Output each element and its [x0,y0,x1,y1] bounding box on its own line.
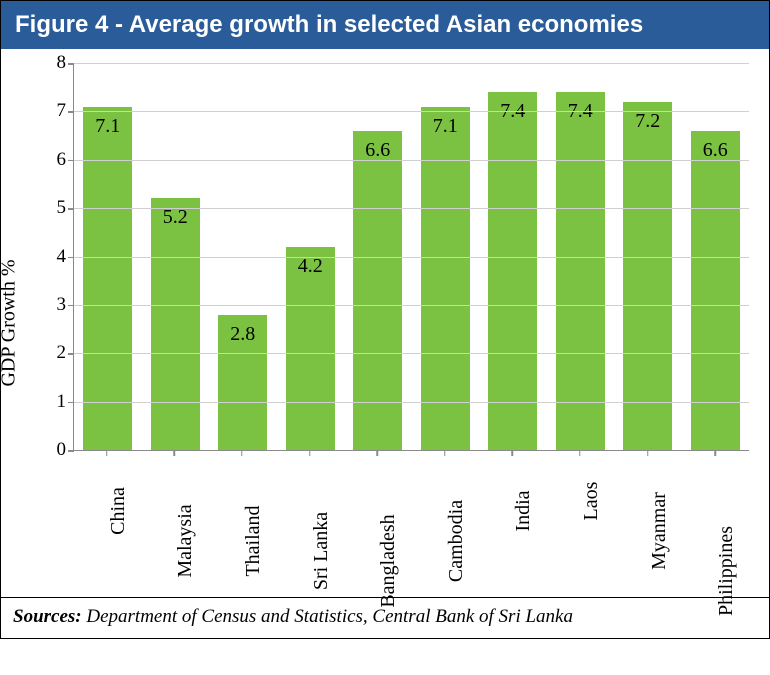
y-tick-mark [68,63,74,65]
y-tick-label: 1 [57,391,67,413]
x-tick-mark [579,450,581,456]
y-axis-label: GDP Growth % [0,259,21,386]
x-label-slot: Philippines [681,451,749,597]
y-tick-label: 7 [57,100,67,122]
gridline [74,208,749,209]
y-tick-mark [68,353,74,355]
y-tick-label: 3 [57,294,67,316]
bar: 4.2 [286,247,335,450]
y-tick-mark [68,402,74,404]
gridline [74,305,749,306]
x-tick-mark [512,450,514,456]
x-tick-label: Bangladesh [377,514,400,607]
bar-value-label: 2.8 [230,323,255,346]
x-tick-label: Cambodia [445,500,468,582]
gridline [74,402,749,403]
x-tick-mark [174,450,176,456]
gridline [74,63,749,64]
x-axis-labels: China Malaysia Thailand Sri Lanka Bangladesh… [73,451,749,597]
x-tick-label: Sri Lanka [310,512,333,590]
x-tick-mark [376,450,378,456]
x-tick-mark [714,450,716,456]
y-tick-mark [68,208,74,210]
x-tick-mark [444,450,446,456]
x-tick-mark [106,450,108,456]
bar-value-label: 7.2 [635,110,660,133]
bar: 7.4 [556,92,605,450]
bar-value-label: 4.2 [298,255,323,278]
gridline [74,160,749,161]
x-tick-mark [241,450,243,456]
bar: 5.2 [151,198,200,450]
x-tick-label: Philippines [715,526,738,616]
y-tick-label: 2 [57,342,67,364]
bar-value-label: 6.6 [365,139,390,162]
bar: 7.1 [421,107,470,450]
x-label-slot: Malaysia [141,451,209,597]
x-label-slot: Myanmar [614,451,682,597]
x-label-slot: Sri Lanka [276,451,344,597]
x-label-slot: Bangladesh [343,451,411,597]
chart-container: GDP Growth % 7.1 5.2 2.8 4.2 6.6 7.1 7.4 7.4 7.2… [1,49,769,597]
y-tick-label: 0 [57,439,67,461]
sources-label: Sources: [13,606,82,627]
y-tick-mark [68,111,74,113]
x-label-slot: India [479,451,547,597]
x-label-slot: Thailand [208,451,276,597]
bar-value-label: 6.6 [703,139,728,162]
bar-value-label: 7.1 [433,115,458,138]
y-tick-mark [68,160,74,162]
x-label-slot: Cambodia [411,451,479,597]
bar: 7.1 [83,107,132,450]
y-tick-mark [68,305,74,307]
x-label-slot: China [73,451,141,597]
x-tick-label: Malaysia [174,504,197,577]
gridline [74,353,749,354]
y-tick-label: 6 [57,149,67,171]
x-tick-label: Laos [580,482,603,521]
plot-area: 7.15.22.84.26.67.17.47.47.26.6 012345678 [73,63,749,451]
x-tick-mark [309,450,311,456]
y-tick-mark [68,257,74,259]
gridline [74,257,749,258]
x-tick-label: Thailand [242,505,265,576]
bar-value-label: 5.2 [163,206,188,229]
x-tick-label: Myanmar [648,492,671,570]
y-tick-label: 5 [57,197,67,219]
x-label-slot: Laos [546,451,614,597]
y-tick-label: 8 [57,52,67,74]
x-tick-mark [647,450,649,456]
x-tick-label: India [512,490,535,531]
sources-text: Department of Census and Statistics, Cen… [82,606,573,627]
figure-wrapper: Figure 4 - Average growth in selected As… [0,0,770,639]
chart-title: Figure 4 - Average growth in selected As… [1,1,769,49]
x-tick-label: China [107,487,130,535]
gridline [74,111,749,112]
bar: 7.4 [488,92,537,450]
y-tick-label: 4 [57,246,67,268]
bar: 2.8 [218,315,267,450]
bar: 7.2 [623,102,672,450]
bar-value-label: 7.1 [95,115,120,138]
